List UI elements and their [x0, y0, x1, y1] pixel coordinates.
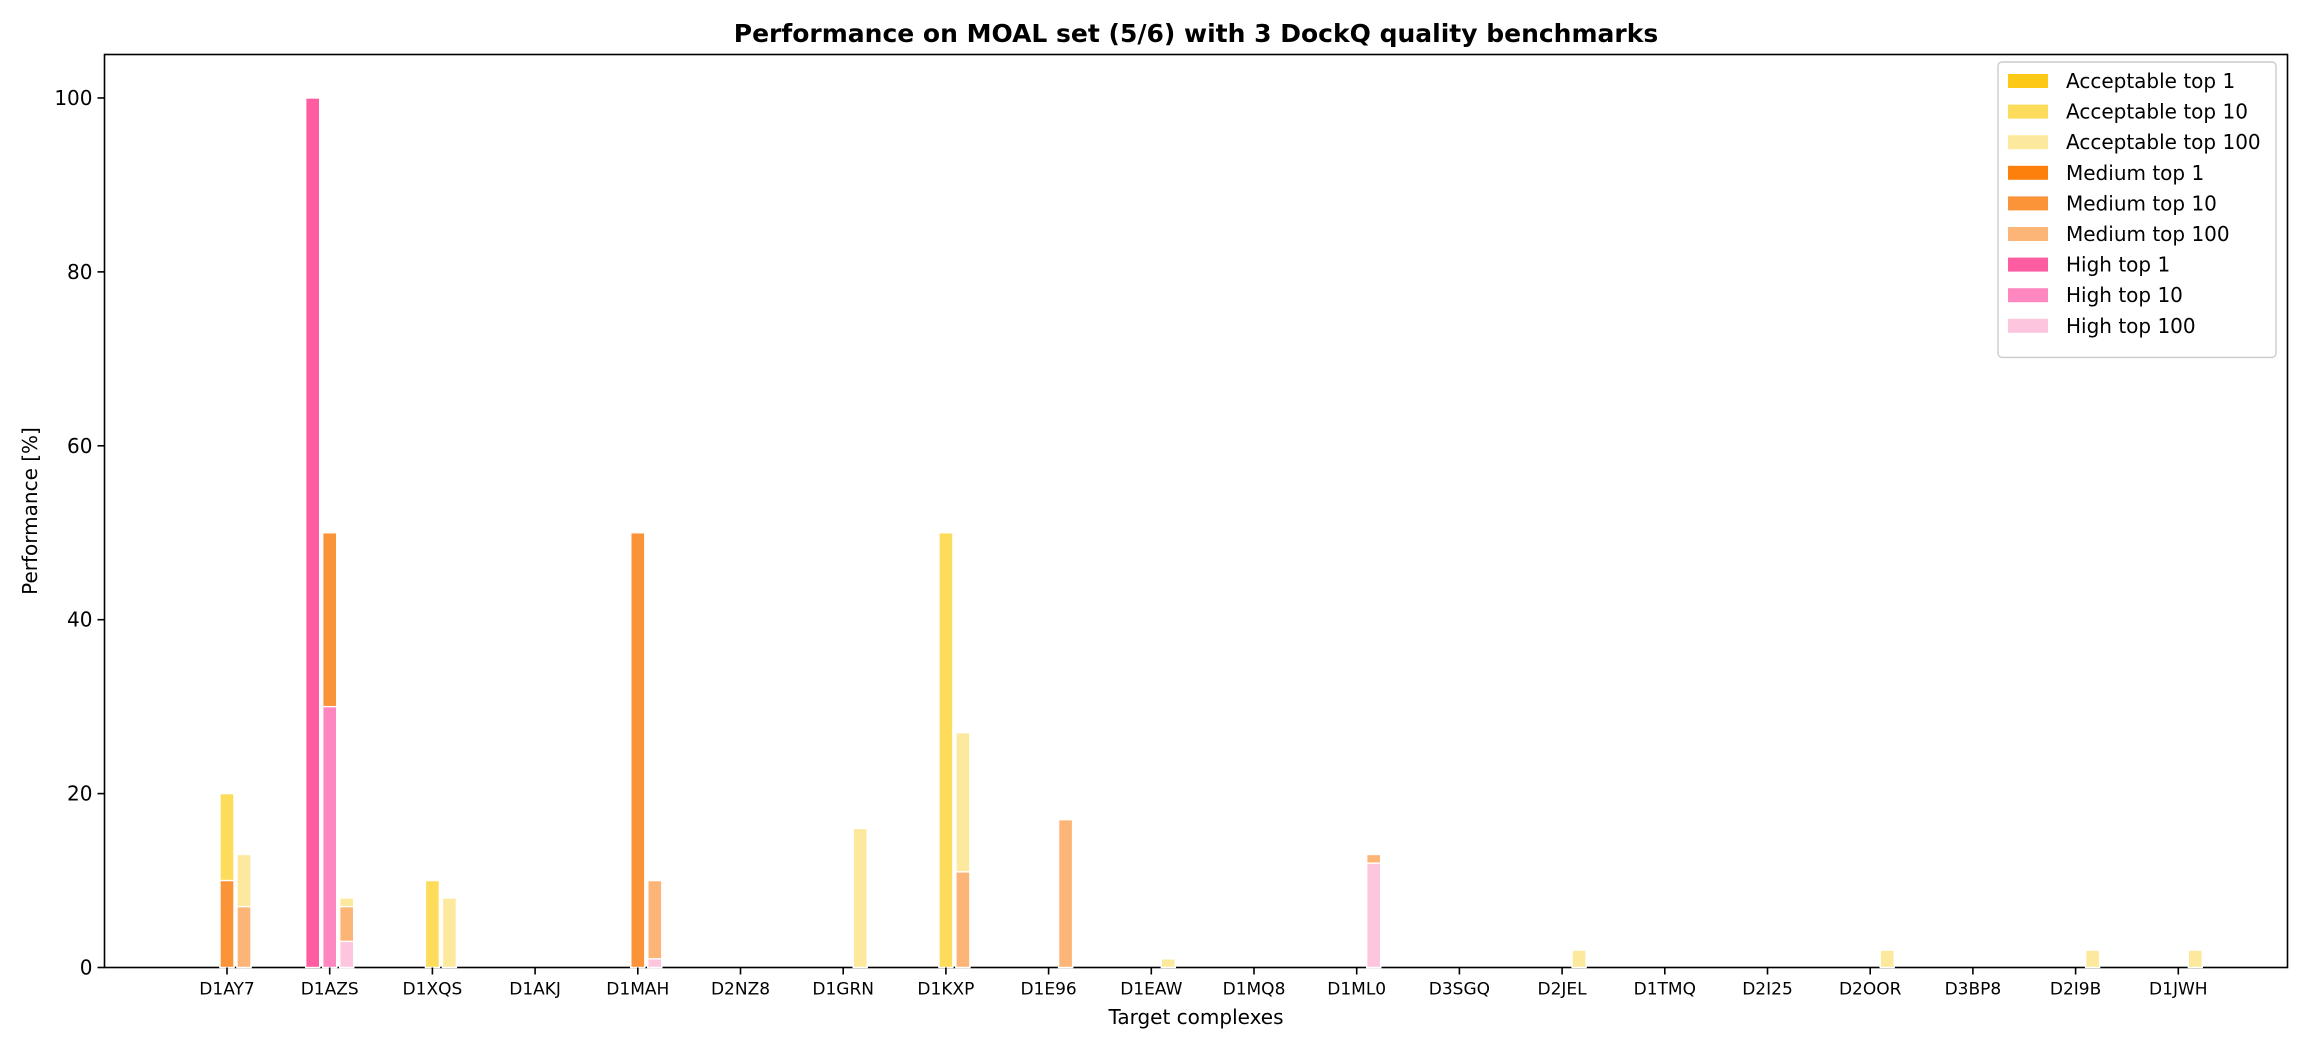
bar-d1mah-medium-top-10: [630, 532, 646, 969]
bar-d1e96-medium-top-100: [1057, 818, 1074, 969]
legend-label-high-top-100: High top 100: [2066, 314, 2196, 338]
legend-label-medium-top-1: Medium top 1: [2066, 161, 2204, 185]
x-tick-label-d1xqs: D1XQS: [403, 980, 463, 1000]
bar-d1grn-acceptable-top-100: [852, 827, 868, 969]
legend-label-acceptable-top-10: Acceptable top 10: [2066, 100, 2248, 124]
y-axis-label: Performance [%]: [18, 427, 42, 595]
x-tick-label-d2i9b: D2I9B: [2050, 980, 2101, 1000]
x-tick-label-d1ml0: D1ML0: [1327, 980, 1386, 1000]
x-tick-label-d1e96: D1E96: [1020, 980, 1076, 1000]
bar-d2oor-acceptable-top-100: [1879, 949, 1895, 969]
bar-d1mah-medium-top-100: [647, 879, 663, 969]
bars-layer: [219, 97, 2204, 969]
bar-d1azs-high-top-1: [305, 97, 321, 969]
bar-d2jel-acceptable-top-100: [1571, 949, 1587, 969]
legend-label-acceptable-top-1: Acceptable top 1: [2066, 69, 2235, 93]
bar-d1kxp-acceptable-top-10: [938, 532, 954, 969]
x-tick-label-d2jel: D2JEL: [1538, 980, 1588, 1000]
x-tick-label-d1akj: D1AKJ: [509, 980, 561, 1000]
legend-swatch-high-top-10: [2008, 288, 2048, 303]
legend-swatch-acceptable-top-100: [2008, 135, 2048, 150]
x-tick-label-d1tmq: D1TMQ: [1634, 980, 1696, 1000]
legend-swatch-high-top-1: [2008, 257, 2048, 272]
y-tick-label: 40: [67, 608, 92, 632]
bar-d1ay7-medium-top-10: [219, 879, 235, 969]
bar-d1ay7-medium-top-100: [236, 905, 252, 969]
x-tick-label-d1kxp: D1KXP: [917, 980, 974, 1000]
x-tick-label-d1mq8: D1MQ8: [1223, 980, 1286, 1000]
legend-swatch-medium-top-100: [2008, 227, 2048, 241]
legend-label-medium-top-100: Medium top 100: [2066, 222, 2230, 246]
x-axis-label: Target complexes: [1107, 1005, 1283, 1029]
x-tick-label-d3bp8: D3BP8: [1945, 980, 2002, 1000]
bar-d1mah-high-top-100: [647, 958, 663, 969]
bar-d1xqs-acceptable-top-100: [441, 897, 458, 969]
plot-area: [103, 53, 2289, 969]
x-tick-label-d1ay7: D1AY7: [199, 980, 254, 1000]
bar-d1kxp-medium-top-100: [955, 871, 971, 969]
x-tick-label-d1grn: D1GRN: [812, 980, 874, 1000]
y-axis: 0 20 40 60 80 100: [54, 86, 105, 980]
legend-swatch-acceptable-top-10: [2008, 104, 2048, 119]
bar-d1azs-high-top-10: [322, 705, 338, 969]
y-tick-label: 60: [67, 434, 92, 458]
legend-swatch-medium-top-10: [2008, 196, 2048, 211]
legend-swatch-medium-top-1: [2008, 165, 2048, 180]
legend-label-acceptable-top-100: Acceptable top 100: [2066, 130, 2261, 154]
y-tick-label: 20: [67, 782, 92, 806]
bar-d1jwh-acceptable-top-100: [2187, 949, 2204, 969]
legend-swatch-high-top-100: [2008, 318, 2048, 333]
x-tick-label-d2nz8: D2NZ8: [711, 980, 770, 1000]
x-tick-label-d1mah: D1MAH: [606, 980, 669, 1000]
bar-d1eaw-acceptable-top-100: [1160, 958, 1177, 969]
chart-title: Performance on MOAL set (5/6) with 3 Doc…: [734, 19, 1659, 48]
y-tick-label: 80: [67, 260, 92, 284]
legend-label-high-top-1: High top 1: [2066, 253, 2170, 277]
x-tick-label-d3sgq: D3SGQ: [1429, 980, 1490, 1000]
legend-swatch-acceptable-top-1: [2008, 74, 2048, 88]
bar-d2i9b-acceptable-top-100: [2084, 949, 2101, 969]
x-tick-label-d1eaw: D1EAW: [1120, 980, 1182, 1000]
x-tick-label-d1jwh: D1JWH: [2149, 980, 2208, 1000]
y-tick-label: 0: [80, 956, 93, 980]
legend-label-high-top-10: High top 10: [2066, 283, 2183, 307]
x-tick-label-d2oor: D2OOR: [1839, 980, 1902, 1000]
x-tick-label-d2i25: D2I25: [1742, 980, 1793, 1000]
bar-d1azs-high-top-100: [339, 940, 355, 969]
legend-box: [1997, 61, 2277, 359]
y-tick-label: 100: [54, 86, 92, 110]
x-tick-label-d1azs: D1AZS: [301, 980, 359, 1000]
legend-label-medium-top-10: Medium top 10: [2066, 191, 2217, 215]
bar-d1xqs-acceptable-top-10: [424, 879, 441, 969]
bar-d1ml0-high-top-100: [1365, 862, 1382, 969]
x-axis: D1AY7 D1AZS D1XQS D1AKJ D1MAH D2NZ8 D1GRN D1KXP…: [199, 967, 2208, 1000]
legend: Acceptable top 1 Acceptable top 10 Accepta…: [1997, 61, 2277, 359]
